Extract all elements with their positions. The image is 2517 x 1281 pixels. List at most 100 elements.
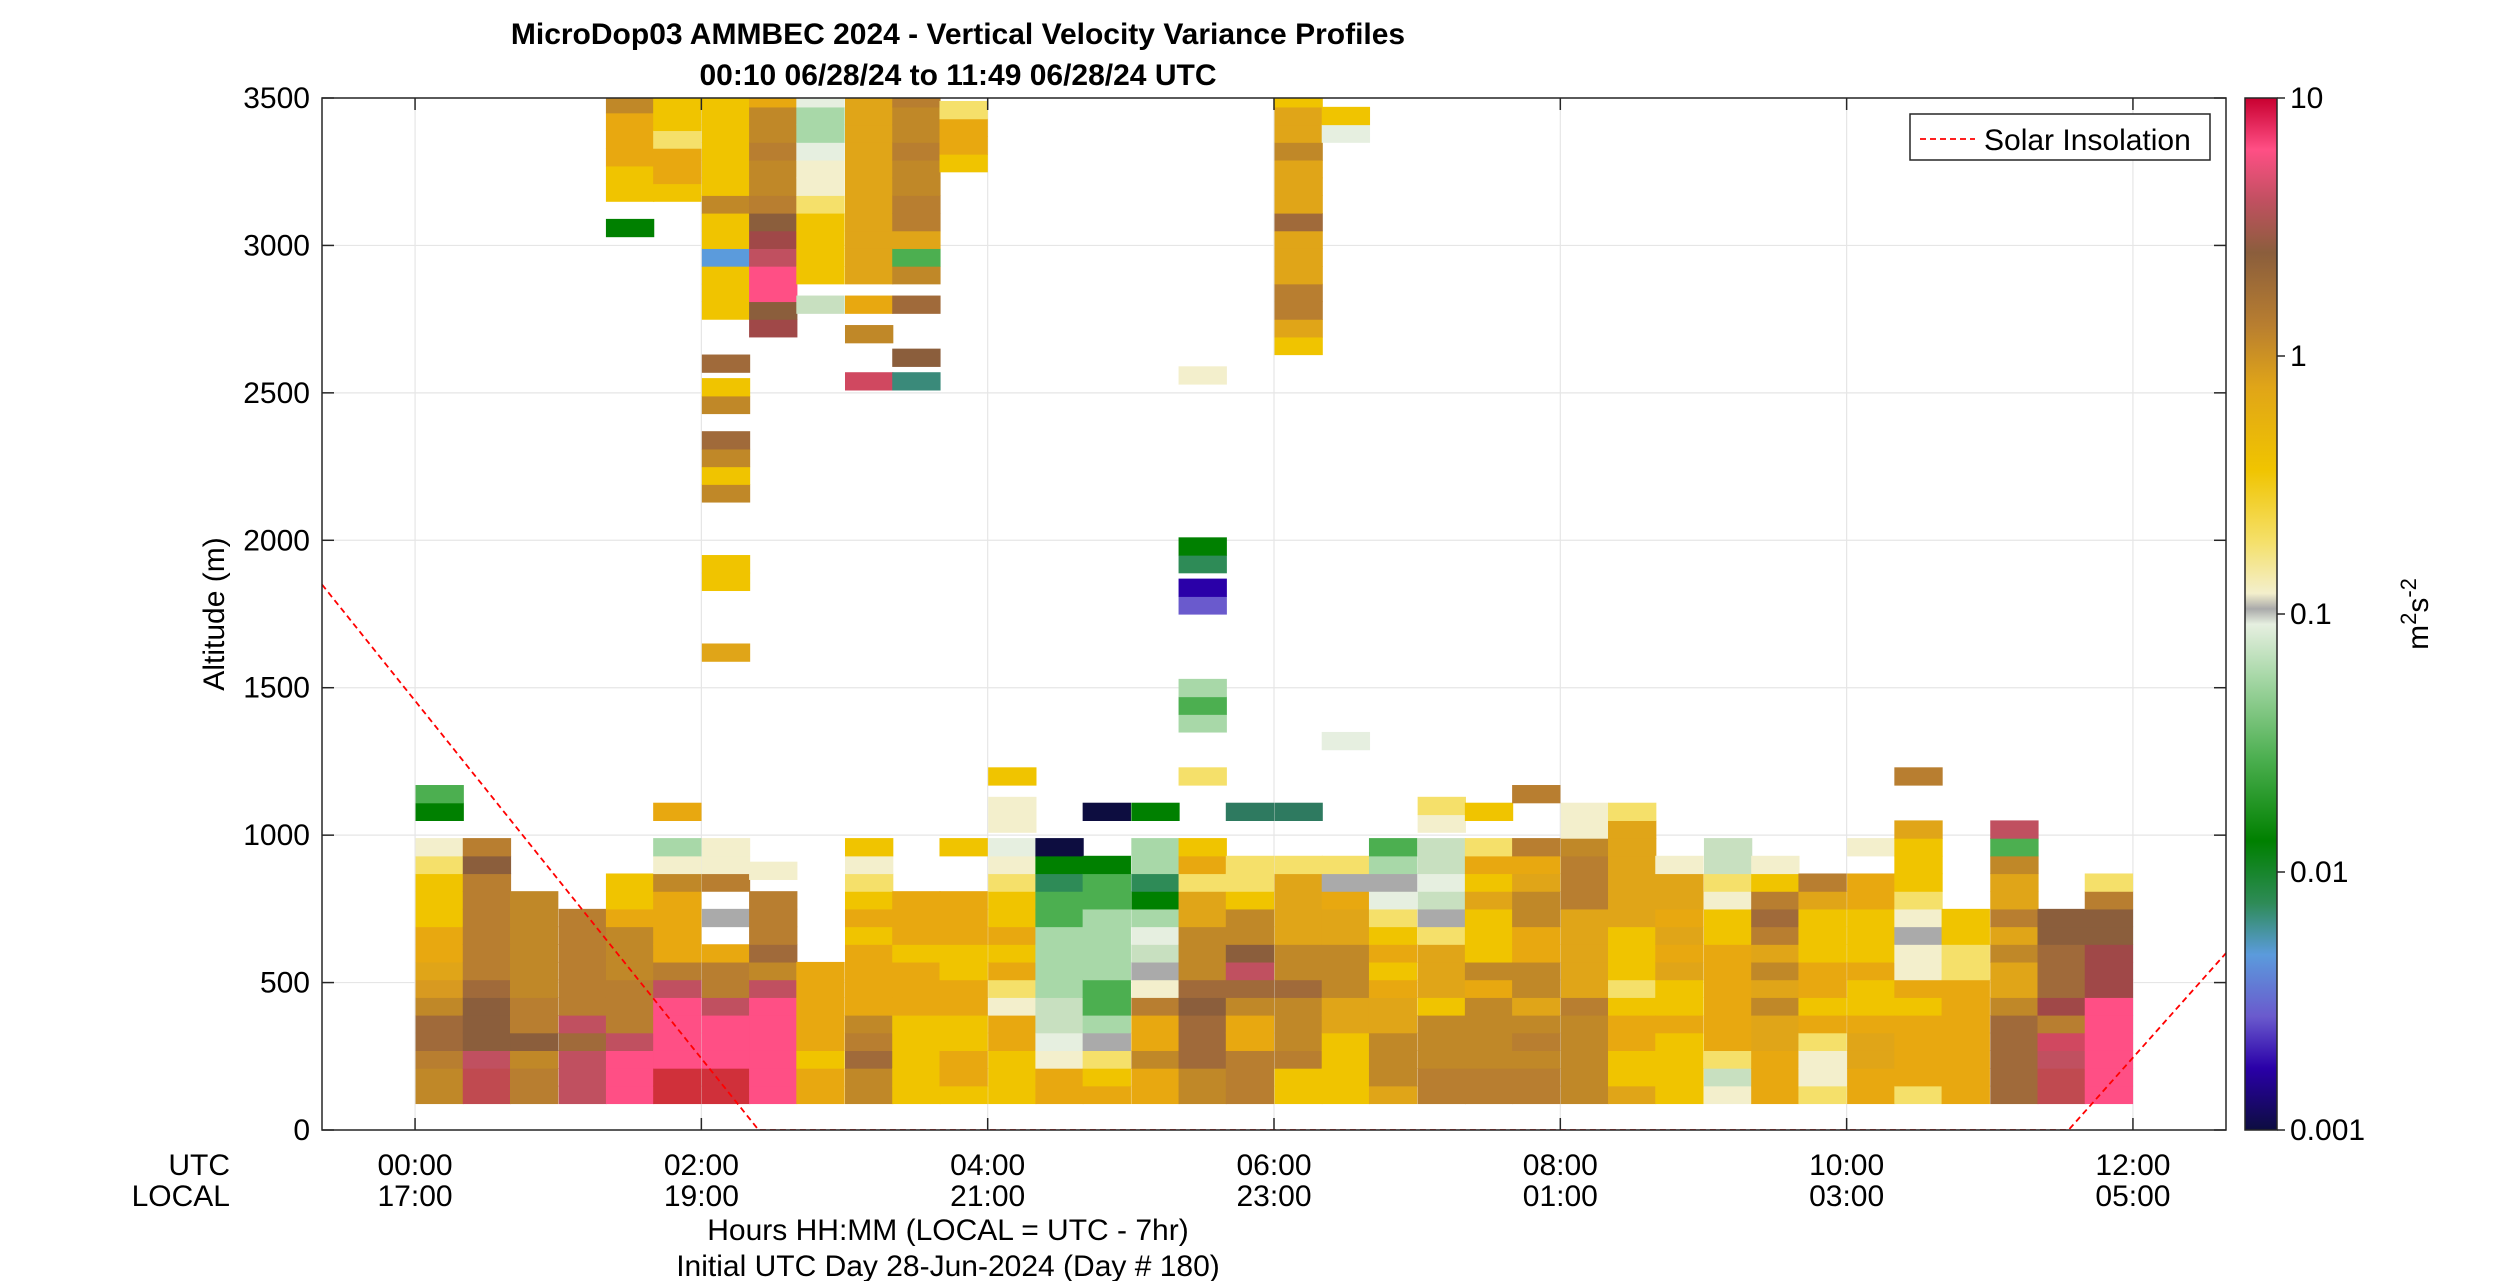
variance-cell: [701, 961, 751, 981]
variance-cell: [605, 979, 655, 998]
variance-cell: [701, 395, 751, 415]
variance-cell: [844, 873, 894, 892]
variance-cell: [415, 979, 464, 998]
variance-cell: [605, 148, 655, 167]
variance-cell: [1751, 997, 1800, 1016]
variance-cell: [415, 944, 464, 963]
variance-cell: [1274, 908, 1323, 928]
variance-cell: [1751, 1015, 1800, 1034]
variance-cell: [605, 1032, 655, 1051]
variance-cell: [988, 796, 1037, 816]
y-axis-label: Altitude (m): [198, 537, 231, 690]
variance-cell: [988, 926, 1037, 945]
variance-cell: [1225, 1050, 1275, 1069]
variance-cell: [988, 855, 1037, 875]
variance-cell: [1655, 1032, 1704, 1051]
variance-cell: [1751, 873, 1800, 892]
variance-cell: [1035, 908, 1084, 928]
variance-cell: [1321, 124, 1371, 143]
variance-cell: [1274, 1032, 1323, 1051]
variance-cell: [605, 165, 655, 185]
variance-cell: [796, 230, 845, 249]
variance-cell: [1894, 838, 1943, 857]
variance-cell: [1512, 961, 1561, 981]
variance-cell: [1178, 979, 1227, 998]
variance-cell: [1464, 1085, 1514, 1105]
variance-cell: [510, 997, 559, 1016]
variance-cell: [1798, 997, 1847, 1016]
variance-cell: [1894, 961, 1943, 981]
variance-cell: [796, 98, 845, 108]
variance-cell: [1560, 1050, 1610, 1069]
variance-cell: [1321, 944, 1371, 963]
variance-cell: [1035, 1085, 1084, 1105]
variance-cell: [1894, 1015, 1943, 1034]
variance-cell: [1321, 979, 1371, 998]
variance-cell: [1798, 1085, 1847, 1105]
variance-cell: [558, 1068, 608, 1087]
variance-cell: [1512, 1068, 1561, 1087]
variance-cell: [653, 891, 702, 910]
variance-cell: [749, 1050, 798, 1069]
variance-cell: [2084, 1068, 2134, 1087]
variance-cell: [653, 961, 702, 981]
variance-cell: [939, 944, 988, 963]
colorbar-tick-label: 0.001: [2290, 1114, 2365, 1147]
variance-cell: [796, 248, 845, 267]
variance-cell: [988, 814, 1037, 833]
variance-cell: [749, 1085, 798, 1105]
variance-cell: [1990, 961, 2039, 981]
variance-cell: [1035, 1068, 1084, 1087]
variance-cell: [1131, 838, 1180, 857]
variance-cell: [1703, 1032, 1753, 1051]
variance-cell: [415, 1015, 464, 1034]
variance-cell: [796, 124, 845, 143]
variance-cell: [1035, 1015, 1084, 1034]
variance-cell: [1082, 1015, 1131, 1034]
variance-cell: [1990, 855, 2039, 875]
variance-cell: [701, 98, 751, 108]
variance-cell: [653, 112, 702, 132]
variance-cell: [1751, 908, 1800, 928]
variance-cell: [1321, 961, 1371, 981]
variance-cell: [749, 177, 798, 196]
variance-cell: [1847, 873, 1896, 892]
x-tick-label-local: 03:00: [1809, 1180, 1884, 1213]
variance-cell: [653, 838, 702, 857]
variance-cell: [415, 926, 464, 945]
variance-heatmap-cells: [415, 98, 2134, 1105]
variance-cell: [1274, 979, 1323, 998]
variance-cell: [1512, 926, 1561, 945]
variance-cell: [892, 142, 941, 161]
chart-subtitle: 00:10 06/28/24 to 11:49 06/28/24 UTC: [699, 59, 1216, 92]
variance-cell: [1798, 1068, 1847, 1087]
variance-cell: [1751, 855, 1800, 875]
variance-cell: [605, 218, 655, 238]
variance-cell: [1608, 979, 1657, 998]
variance-cell: [1560, 1032, 1610, 1051]
variance-cell: [1894, 908, 1943, 928]
variance-cell: [796, 159, 845, 179]
variance-cell: [1368, 997, 1418, 1016]
variance-cell: [1608, 820, 1657, 839]
variance-cell: [1035, 873, 1084, 892]
variance-cell: [1798, 1032, 1847, 1051]
variance-cell: [796, 1032, 845, 1051]
y-tick-label: 2000: [243, 524, 310, 557]
variance-cell: [1703, 979, 1753, 998]
variance-cell: [988, 767, 1037, 786]
variance-cell: [1225, 1015, 1275, 1034]
variance-cell: [1225, 997, 1275, 1016]
variance-cell: [462, 961, 512, 981]
variance-cell: [1990, 944, 2039, 963]
variance-cell: [892, 979, 941, 998]
variance-cell: [462, 873, 512, 892]
variance-cell: [988, 891, 1037, 910]
variance-cell: [749, 283, 798, 303]
variance-cell: [701, 177, 751, 196]
variance-cell: [844, 1015, 894, 1034]
variance-cell: [1703, 944, 1753, 963]
variance-cell: [1655, 855, 1704, 875]
variance-cell: [1941, 1015, 1990, 1034]
